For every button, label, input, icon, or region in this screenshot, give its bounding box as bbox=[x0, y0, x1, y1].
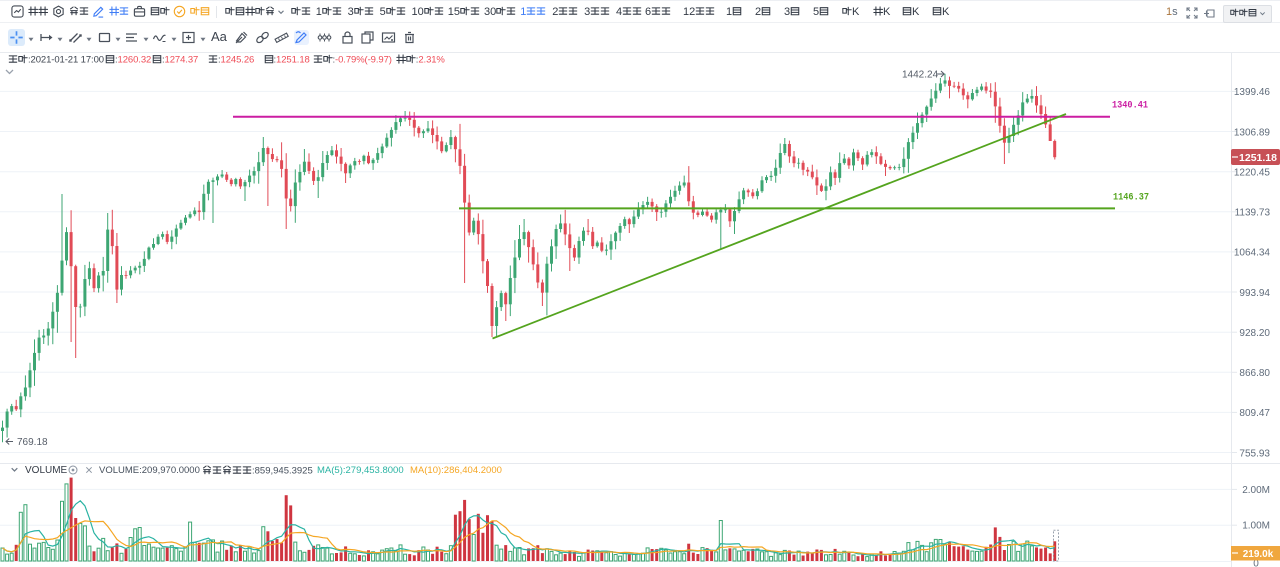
svg-text:928.20: 928.20 bbox=[1239, 328, 1270, 339]
svg-text:809.47: 809.47 bbox=[1239, 408, 1270, 419]
svg-text:866.80: 866.80 bbox=[1239, 368, 1270, 379]
svg-text:1442.24: 1442.24 bbox=[902, 70, 939, 81]
svg-text:2.00M: 2.00M bbox=[1242, 485, 1270, 496]
svg-text:1340.41: 1340.41 bbox=[1112, 100, 1148, 112]
svg-text:1146.37: 1146.37 bbox=[1113, 192, 1149, 204]
svg-text:1399.46: 1399.46 bbox=[1234, 87, 1271, 98]
svg-text:769.18: 769.18 bbox=[17, 437, 48, 448]
svg-text:1220.45: 1220.45 bbox=[1234, 168, 1271, 179]
svg-text:993.94: 993.94 bbox=[1239, 288, 1270, 299]
svg-text:1139.73: 1139.73 bbox=[1235, 208, 1271, 219]
svg-text:1.00M: 1.00M bbox=[1242, 521, 1270, 532]
svg-text:1251.18: 1251.18 bbox=[1239, 152, 1277, 164]
svg-text:1064.34: 1064.34 bbox=[1234, 248, 1271, 259]
svg-text:755.93: 755.93 bbox=[1239, 448, 1270, 459]
svg-text:1306.89: 1306.89 bbox=[1234, 127, 1271, 138]
svg-text:219.0k: 219.0k bbox=[1243, 549, 1274, 560]
svg-text:0: 0 bbox=[1253, 559, 1259, 567]
